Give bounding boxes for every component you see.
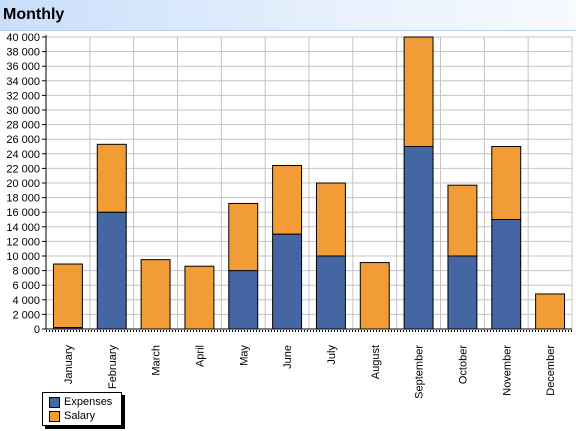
x-tick-label: November [501,345,513,396]
bar-salary-march [140,259,171,330]
legend-label-expenses: Expenses [64,396,113,408]
x-tick-label: April [194,345,206,367]
y-tick-label: 30 000 [6,105,40,117]
chart-title: Monthly [3,6,65,23]
bar-salary-november [491,146,522,220]
legend-item-salary: Salary [49,409,95,423]
x-tick-label: July [326,345,338,365]
y-tick-label: 26 000 [6,134,40,146]
x-tick-label: September [414,345,426,399]
bar-salary-december [535,293,566,330]
chart-legend: Expenses Salary [42,392,122,426]
x-tick-label: May [238,345,250,366]
y-tick-label: 16 000 [6,207,40,219]
y-tick-label: 32 000 [6,90,40,102]
y-tick-label: 38 000 [6,47,40,59]
bar-expenses-june [272,233,303,330]
y-tick-label: 28 000 [6,120,40,132]
bar-layer [52,36,566,330]
x-tick-label: December [545,345,557,396]
bar-expenses-november [491,219,522,330]
legend-swatch-salary [49,410,60,422]
y-tick-label: 6 000 [12,280,40,292]
bar-expenses-may [228,270,259,330]
bar-expenses-october [447,255,478,330]
bar-salary-april [184,265,215,330]
bar-salary-june [272,164,303,235]
y-tick-label: 12 000 [6,236,40,248]
x-tick-label: August [370,345,382,379]
x-tick-label: February [107,345,119,390]
y-tick-label: 2 000 [12,309,40,321]
x-axis-labels: January February March April May June July Augu… [63,345,557,399]
bar-expenses-july [315,255,346,330]
x-tick-label: June [282,345,294,369]
bar-salary-august [359,262,390,330]
axes [45,35,572,332]
y-tick-label: 8 000 [12,266,40,278]
bar-salary-october [447,184,478,257]
bar-expenses-february [96,211,127,330]
x-tick-label: October [457,345,469,384]
x-tick-label: March [151,345,163,376]
y-tick-label: 18 000 [6,193,40,205]
legend-item-expenses: Expenses [49,395,112,409]
legend-swatch-expenses [49,396,60,408]
y-tick-label: 24 000 [6,149,40,161]
y-tick-label: 10 000 [6,251,40,263]
bar-salary-february [96,143,127,213]
x-tick-label: January [63,345,75,385]
y-tick-label: 40 000 [6,32,40,44]
bar-salary-may [228,202,259,272]
y-tick-label: 22 000 [6,163,40,175]
bar-salary-july [315,182,346,257]
legend-label-salary: Salary [64,410,96,422]
bar-salary-september [403,36,434,147]
y-tick-label: 36 000 [6,61,40,73]
y-tick-label: 34 000 [6,76,40,88]
bar-salary-january [52,263,83,329]
y-tick-label: 4 000 [12,295,40,307]
y-tick-label: 0 [34,324,40,336]
y-tick-label: 20 000 [6,178,40,190]
y-axis-ticks: 0 2 000 4 000 6 000 8 000 10 000 12 000 14 000 1… [6,32,46,336]
chart-header: Monthly [0,0,576,31]
y-tick-label: 14 000 [6,222,40,234]
bar-expenses-september [403,146,434,330]
